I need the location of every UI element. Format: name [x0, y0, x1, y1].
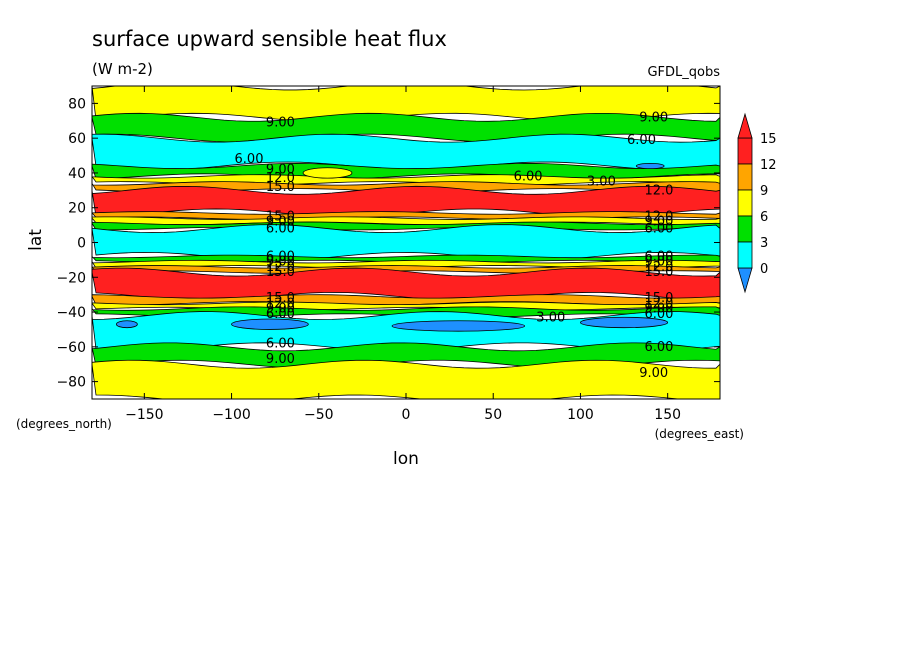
contour-label: 6.00 — [644, 249, 673, 264]
contour-label: 15.0 — [266, 265, 295, 280]
x-tick-label: −50 — [304, 407, 334, 423]
contour-label: 12.0 — [644, 209, 673, 224]
colorbar-label: 15 — [760, 132, 777, 147]
contour-label: 9.00 — [266, 255, 295, 270]
chart-source: GFDL_qobs — [647, 65, 720, 80]
colorbar-segment — [737, 215, 753, 243]
contour-label: 9.00 — [266, 302, 295, 317]
colorbar-label: 3 — [760, 236, 768, 251]
contour-band — [92, 267, 720, 301]
contour-label: 12.0 — [644, 183, 673, 198]
contour-region — [231, 318, 309, 330]
x-tick-label: 100 — [567, 407, 594, 423]
contour-label: 6.00 — [235, 152, 264, 167]
x-axis-units: (degrees_east) — [655, 427, 744, 441]
colorbar-segment — [737, 189, 753, 217]
y-axis-units: (degrees_north) — [16, 417, 112, 431]
contour-label: 12.0 — [644, 296, 673, 311]
x-tick-label: 50 — [484, 407, 502, 423]
contour-label: 6.00 — [627, 133, 656, 148]
contour-label: 9.00 — [266, 215, 295, 230]
contour-label: 9.00 — [639, 366, 668, 381]
contour-label: 9.00 — [644, 255, 673, 270]
colorbar-label: 12 — [760, 158, 777, 173]
contour-label: 9.00 — [266, 352, 295, 367]
contour-region — [302, 167, 353, 179]
contour-region — [116, 320, 138, 329]
contour-label: 15.0 — [266, 209, 295, 224]
contour-label: 6.00 — [644, 307, 673, 322]
y-tick-label: −80 — [56, 375, 86, 391]
x-tick-label: 0 — [402, 407, 411, 423]
colorbar-extend-low — [737, 267, 753, 294]
contour-band — [92, 112, 720, 143]
x-tick-label: −100 — [212, 407, 250, 423]
contour-label: 12.0 — [266, 296, 295, 311]
y-tick-label: 80 — [68, 96, 86, 112]
contour-region — [391, 320, 526, 332]
contour-label: 6.00 — [266, 336, 295, 351]
contour-label: 12.0 — [266, 171, 295, 186]
y-tick-label: −60 — [56, 340, 86, 356]
contour-label: 6.00 — [514, 169, 543, 184]
y-tick-label: 40 — [68, 166, 86, 182]
y-tick-label: 20 — [68, 201, 86, 217]
y-tick-label: 60 — [68, 131, 86, 147]
contour-band — [92, 133, 720, 171]
x-axis-label: lon — [393, 449, 419, 469]
y-tick-label: 0 — [77, 236, 86, 252]
y-tick-label: −20 — [56, 270, 86, 286]
colorbar-segment — [737, 163, 753, 191]
contour-label: 15.0 — [644, 265, 673, 280]
contour-label: 3.00 — [587, 175, 616, 190]
contour-label: 9.00 — [266, 162, 295, 177]
contour-label: 6.00 — [266, 222, 295, 237]
contour-label: 9.00 — [639, 110, 668, 125]
contour-label: 6.00 — [644, 222, 673, 237]
chart-units: (W m-2) — [92, 60, 153, 78]
contour-band — [92, 259, 720, 269]
colorbar-label: 0 — [760, 262, 768, 277]
contour-band — [92, 254, 720, 264]
contour-label: 12.0 — [266, 260, 295, 275]
contour-label: 15.0 — [266, 180, 295, 195]
contour-label: 12.0 — [644, 260, 673, 275]
contour-label: 9.00 — [644, 215, 673, 230]
y-tick-label: −40 — [56, 305, 86, 321]
y-axis-label: lat — [26, 229, 46, 251]
contour-label: 15.0 — [644, 291, 673, 306]
x-tick-label: 150 — [654, 407, 681, 423]
colorbar-segment — [737, 241, 753, 269]
contour-label: 3.00 — [536, 310, 565, 325]
contour-label: 6.00 — [266, 249, 295, 264]
contour-region — [580, 316, 669, 329]
colorbar-label: 9 — [760, 184, 768, 199]
contour-label: 15.0 — [266, 291, 295, 306]
contour-band — [92, 359, 720, 399]
contour-label: 6.00 — [266, 307, 295, 322]
chart-title: surface upward sensible heat flux — [92, 27, 447, 51]
colorbar-segment — [737, 137, 753, 165]
contour-region — [635, 162, 665, 169]
contour-label: 6.00 — [644, 340, 673, 355]
colorbar-extend-high — [737, 112, 753, 139]
contour-label: 9.00 — [644, 302, 673, 317]
x-tick-label: −150 — [125, 407, 163, 423]
colorbar-label: 6 — [760, 210, 768, 225]
contour-label: 9.00 — [266, 116, 295, 131]
